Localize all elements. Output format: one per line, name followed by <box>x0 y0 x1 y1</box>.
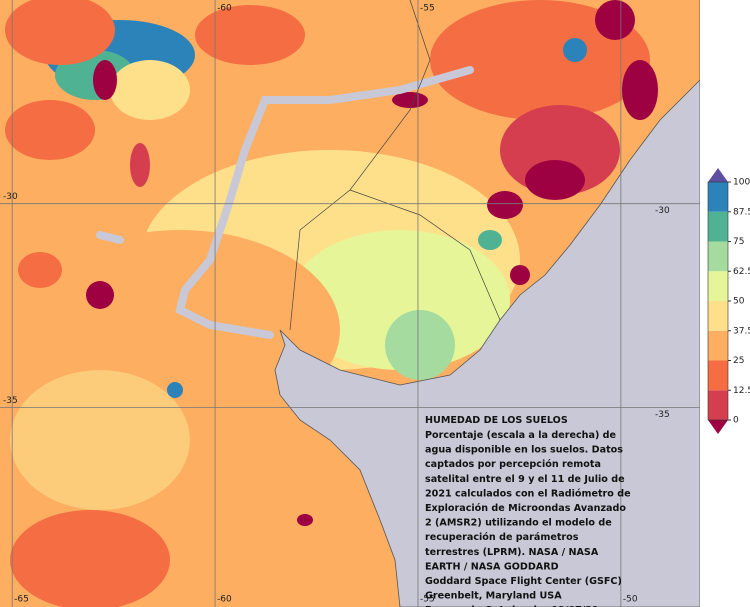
caption-title: HUMEDAD DE LOS SUELOS <box>425 415 568 426</box>
rivers <box>96 66 474 339</box>
colorbar-label: 75 <box>733 237 744 247</box>
caption-line: Procesado G. Labrador 11/07/21 <box>425 605 599 607</box>
caption-line: terrestres (LPRM). NASA / NASA <box>425 547 599 558</box>
colorbar-band <box>708 301 728 331</box>
lat-label: -30 <box>3 192 18 202</box>
caption-line: Greenbelt, Maryland USA <box>425 591 562 602</box>
colorbar-label: 12.5 <box>733 386 750 396</box>
caption-line: 2021 calculados con el Radiómetro de <box>425 487 631 499</box>
colorbar-band <box>708 390 728 420</box>
lon-label: -65 <box>14 595 29 605</box>
colorbar-band <box>708 182 728 212</box>
caption-line: Porcentaje (escala a la derecha) de <box>425 430 617 441</box>
colorbar-band <box>708 241 728 272</box>
lat-label-right: -35 <box>655 410 670 420</box>
caption: HUMEDAD DE LOS SUELOS Porcentaje (escala … <box>425 415 631 607</box>
colorbar-band <box>708 211 728 242</box>
colorbar-under <box>708 420 728 434</box>
colorbar-label: 25 <box>733 356 744 366</box>
caption-line: Goddard Space Flight Center (GSFC) <box>425 576 622 587</box>
caption-line: agua disponible en los suelos. Datos <box>425 445 623 456</box>
colorbar-label: 100 <box>733 178 750 188</box>
ocean <box>274 0 701 607</box>
colorbar-over <box>708 168 728 182</box>
colorbar-band <box>708 330 728 361</box>
caption-line: captados por percepción remota <box>425 458 601 470</box>
colorbar-label: 0 <box>733 416 739 426</box>
lon-label: -50 <box>623 595 638 605</box>
colorbar-band <box>708 271 728 301</box>
lon-label-top: -55 <box>420 4 435 14</box>
lon-label-top: -60 <box>217 4 232 14</box>
caption-line: satelital entre el 9 y el 11 de Julio de <box>425 474 625 485</box>
colorbar-label: 62.5 <box>733 267 750 277</box>
graticule: -65 -60 -60 -55 -55 -50 -30 -30 -35 -35 <box>0 0 700 607</box>
colorbar-label: 50 <box>733 297 745 307</box>
caption-line: EARTH / NASA GODDARD <box>425 561 559 572</box>
colorbar-label: 37.5 <box>733 326 750 336</box>
colorbar: 0 12.5 25 37.5 50 62.5 75 87.5 100 <box>707 168 750 434</box>
caption-line: Exploración de Microondas Avanzado <box>425 502 626 514</box>
lon-label: -55 <box>420 595 435 605</box>
caption-line: recuperación de parámetros <box>425 531 579 543</box>
borders <box>289 0 501 331</box>
colorbar-band <box>708 360 728 391</box>
caption-line: 2 (AMSR2) utilizando el modelo de <box>425 518 612 529</box>
lat-label-right: -30 <box>655 206 670 216</box>
lon-label: -60 <box>217 595 232 605</box>
colorbar-label: 87.5 <box>733 207 750 217</box>
moisture-field <box>5 0 658 607</box>
lat-label: -35 <box>3 396 18 406</box>
